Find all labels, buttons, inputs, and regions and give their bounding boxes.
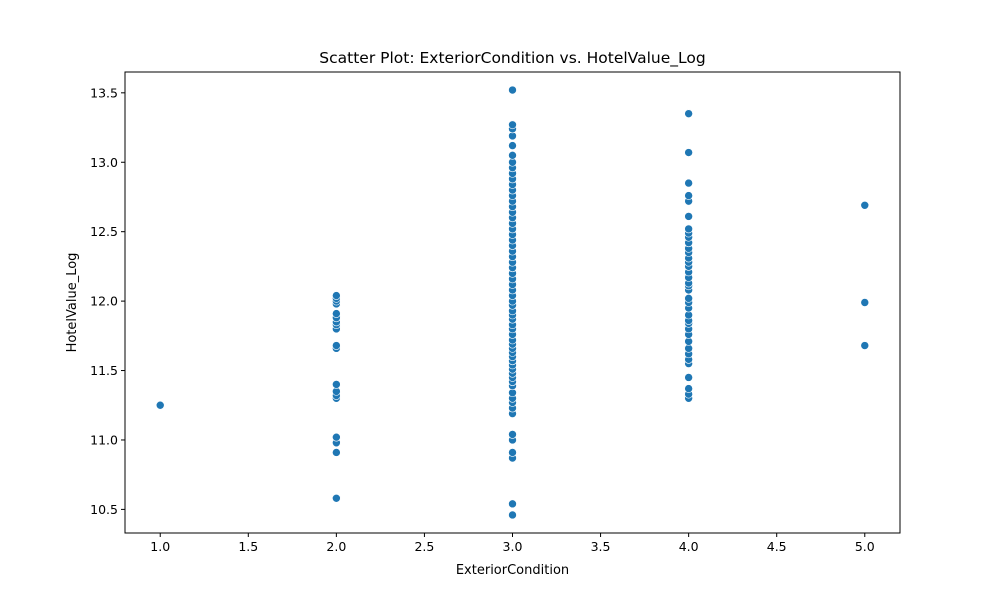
x-tick-label: 4.0 [679, 539, 699, 554]
data-point [684, 191, 693, 200]
x-axis-ticks: 1.0 1.5 2.0 2.5 3.0 3.5 4.0 4.5 5.0 [150, 533, 875, 554]
y-tick-label: 12.0 [90, 294, 118, 309]
data-point [684, 109, 693, 118]
data-point [332, 341, 341, 350]
data-point [508, 120, 517, 130]
x-tick-label: 3.5 [591, 539, 611, 554]
y-axis-ticks: 10.5 11.0 11.5 12.0 12.5 13.0 13.5 [90, 85, 125, 517]
x-axis-label: ExteriorCondition [456, 563, 569, 578]
data-point [508, 499, 517, 509]
data-point [684, 373, 693, 382]
y-tick-label: 13.0 [90, 155, 118, 170]
data-point [155, 400, 165, 410]
y-tick-label: 12.5 [90, 224, 118, 239]
data-point [332, 448, 341, 457]
data-point [332, 432, 341, 442]
data-point [332, 493, 341, 503]
data-point [860, 341, 870, 350]
data-point [684, 178, 693, 188]
data-point [332, 291, 341, 300]
data-points [155, 85, 870, 520]
data-point [684, 294, 693, 303]
x-tick-label: 4.5 [767, 539, 787, 554]
x-tick-label: 1.5 [238, 539, 258, 554]
x-tick-label: 1.0 [150, 539, 170, 554]
data-point [860, 298, 870, 307]
data-point [332, 309, 341, 318]
data-point [684, 148, 693, 157]
y-axis-label: HotelValue_Log [65, 253, 80, 353]
x-tick-label: 2.0 [326, 539, 346, 554]
data-point [508, 151, 517, 160]
data-point [508, 141, 517, 150]
x-tick-label: 2.5 [414, 539, 434, 554]
data-point [684, 384, 693, 393]
data-point [508, 448, 517, 457]
data-point [332, 380, 341, 389]
chart-title: Scatter Plot: ExteriorCondition vs. Hote… [319, 49, 705, 68]
data-point [684, 212, 693, 221]
data-point [508, 510, 517, 520]
y-tick-label: 13.5 [90, 85, 118, 100]
data-point [860, 201, 870, 210]
y-tick-label: 11.0 [90, 432, 118, 447]
x-tick-label: 3.0 [503, 539, 523, 554]
data-point [508, 430, 517, 439]
x-tick-label: 5.0 [855, 539, 875, 554]
data-point [684, 224, 693, 234]
y-tick-label: 11.5 [90, 363, 118, 378]
y-tick-label: 10.5 [90, 502, 118, 517]
data-point [508, 85, 517, 95]
